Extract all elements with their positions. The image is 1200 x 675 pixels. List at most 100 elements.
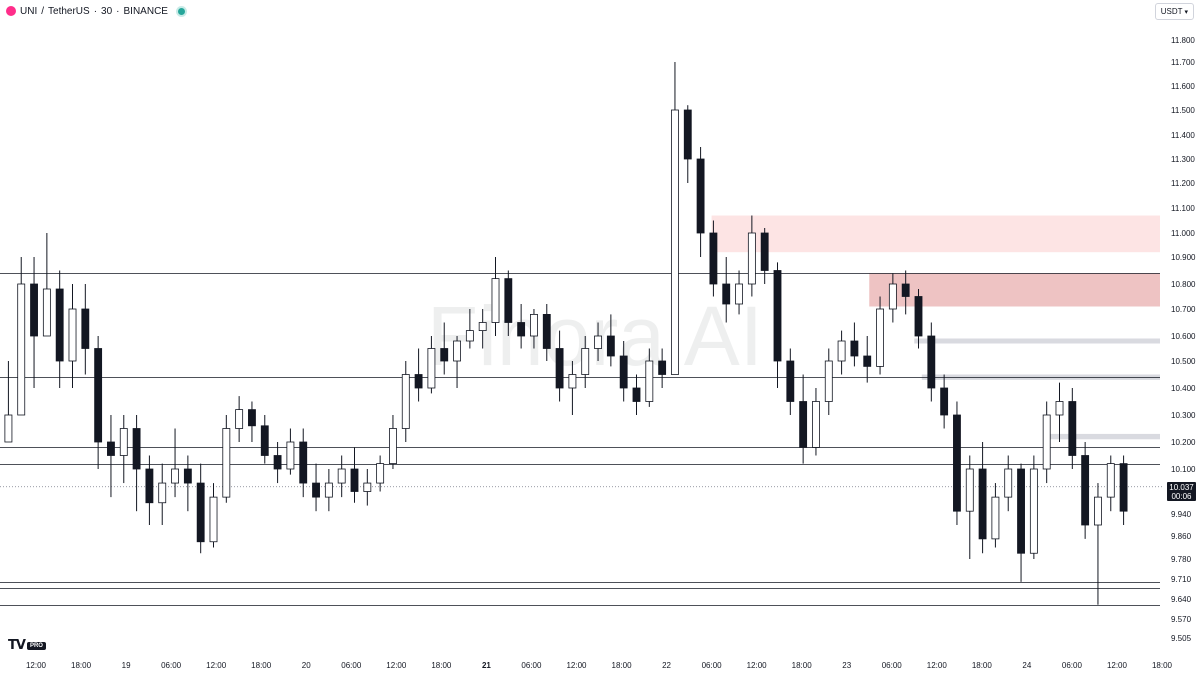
price-tick-label: 10.700 (1171, 305, 1196, 314)
candle-up (581, 348, 590, 375)
time-tick-label: 18:00 (71, 661, 92, 670)
price-tick-label: 10.100 (1171, 465, 1196, 474)
candle (94, 336, 103, 469)
candle-down (773, 270, 782, 362)
candle-down (248, 409, 256, 427)
candle-down (350, 468, 359, 492)
candle-down (901, 283, 910, 297)
time-tick-label: 18:00 (792, 661, 813, 670)
candle (235, 396, 244, 442)
candle-down (978, 468, 987, 540)
time-tick-label: 06:00 (882, 661, 903, 670)
candle (606, 314, 615, 367)
candle-up (530, 313, 538, 337)
candle-up (1106, 463, 1115, 498)
candle-up (837, 340, 846, 362)
candle (30, 257, 38, 388)
candle-down (658, 360, 667, 375)
candle-down (940, 387, 949, 416)
candle (504, 270, 513, 336)
candle (465, 309, 474, 349)
candle-up (594, 335, 602, 349)
candle-down (183, 468, 192, 484)
candle (735, 270, 743, 315)
supply-zones (711, 215, 1160, 440)
candle (389, 415, 397, 469)
exchange: BINANCE (123, 5, 168, 17)
candle (1017, 463, 1025, 582)
currency-button[interactable]: USDT ▾ (1154, 3, 1194, 20)
time-tick-label: 12:00 (566, 661, 587, 670)
candle-down (81, 308, 90, 349)
price-tick-label: 11.100 (1171, 204, 1195, 213)
candle-up (119, 428, 128, 456)
candle-down (722, 283, 731, 305)
time-tick-label: 06:00 (161, 661, 182, 670)
candle (1029, 455, 1038, 559)
time-tick-label: 21 (482, 661, 491, 670)
dot-separator: · (93, 5, 98, 17)
candle (312, 463, 320, 512)
candle-down (196, 482, 205, 543)
symbol-name: UNI (20, 5, 38, 17)
currency-label: USDT (1160, 7, 1183, 16)
symbol-separator: / (41, 5, 45, 17)
candle-down (799, 401, 808, 448)
candle (940, 374, 949, 429)
time-tick-label: 12:00 (386, 661, 407, 670)
symbol-header[interactable]: UNI / TetherUS · 30 · BINANCE (6, 4, 185, 18)
candle-up (824, 360, 833, 402)
candle (363, 469, 372, 506)
candle-up (568, 374, 577, 389)
time-tick-label: 18:00 (612, 661, 633, 670)
candle (773, 262, 782, 388)
candle (17, 257, 26, 416)
zone-1 (869, 273, 1160, 307)
price-tick-label: 11.800 (1171, 36, 1195, 45)
candle (1094, 483, 1102, 605)
candle-down (953, 414, 961, 512)
candle-up (363, 482, 372, 492)
candle-up (1094, 496, 1102, 526)
candle (350, 447, 359, 503)
candle (68, 284, 77, 388)
time-tick-label: 12:00 (1107, 661, 1128, 670)
time-tick-label: 18:00 (972, 661, 993, 670)
candle (42, 233, 51, 337)
zone-4 (1049, 433, 1160, 440)
candle (581, 336, 590, 388)
price-tick-label: 9.570 (1171, 615, 1192, 624)
candle-up (735, 283, 743, 305)
price-tick-label: 11.400 (1171, 131, 1195, 140)
candle (542, 304, 551, 361)
price-tick-label: 9.710 (1171, 575, 1192, 584)
candle-up (4, 414, 13, 443)
candle (183, 455, 192, 512)
candle-down (55, 288, 64, 362)
candle-up (991, 496, 1000, 540)
candle (722, 257, 731, 323)
candle-down (440, 348, 449, 362)
candle (1055, 382, 1064, 442)
candle-up (389, 428, 397, 464)
time-tick-label: 06:00 (702, 661, 723, 670)
candle (991, 483, 1000, 548)
candle-down (132, 428, 141, 470)
candle (632, 374, 641, 415)
candle-up (42, 288, 51, 337)
candle (4, 361, 13, 443)
candle (337, 455, 346, 498)
candle (427, 336, 436, 394)
candle (1042, 401, 1051, 484)
tradingview-logo[interactable]: TV PRO (8, 638, 46, 653)
candle-down (863, 355, 872, 367)
candle-up (491, 278, 500, 323)
candle (491, 257, 500, 336)
candle (747, 215, 756, 297)
candle (158, 463, 167, 525)
candle (671, 62, 679, 375)
candle (786, 348, 795, 415)
candle-down (696, 158, 705, 234)
candle (299, 428, 308, 498)
